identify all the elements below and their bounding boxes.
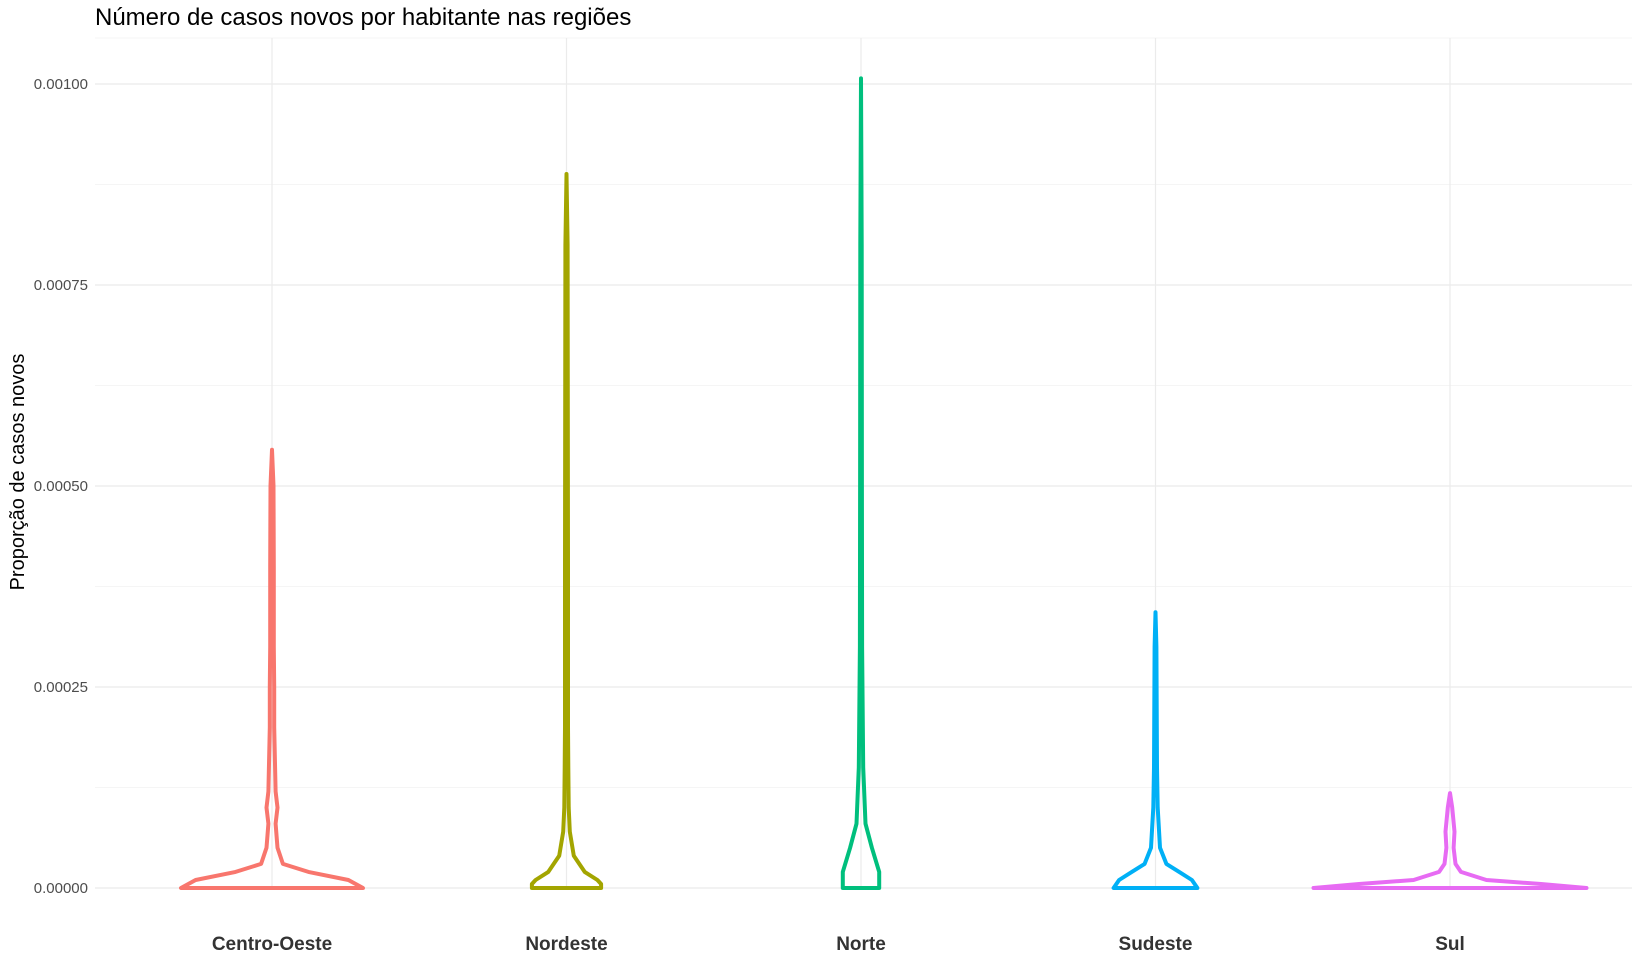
x-tick-label: Norte [836, 934, 886, 955]
violins [179, 76, 1589, 890]
y-tick-label: 0.00075 [34, 277, 88, 294]
x-axis-ticks: Centro-Oeste Nordeste Norte Sudeste Sul [212, 934, 1465, 955]
chart-title: Número de casos novos por habitante nas … [95, 4, 632, 31]
violin-sudeste [1111, 610, 1200, 890]
x-tick-label: Centro-Oeste [212, 934, 332, 955]
x-tick-label: Sul [1435, 934, 1465, 955]
violin-centro-oeste [179, 447, 365, 890]
y-tick-label: 0.00000 [34, 880, 88, 897]
y-tick-label: 0.00025 [34, 679, 88, 696]
violin-norte [840, 76, 882, 890]
y-axis-ticks: 0.00000 0.00025 0.00050 0.00075 0.00100 [34, 76, 88, 897]
x-tick-label: Nordeste [525, 934, 607, 955]
violin-sul [1311, 791, 1589, 890]
violin-nordeste [529, 172, 604, 890]
x-tick-label: Sudeste [1119, 934, 1193, 955]
y-tick-label: 0.00100 [34, 76, 88, 93]
y-tick-label: 0.00050 [34, 478, 88, 495]
y-axis-label: Proporção de casos novos [7, 354, 29, 591]
